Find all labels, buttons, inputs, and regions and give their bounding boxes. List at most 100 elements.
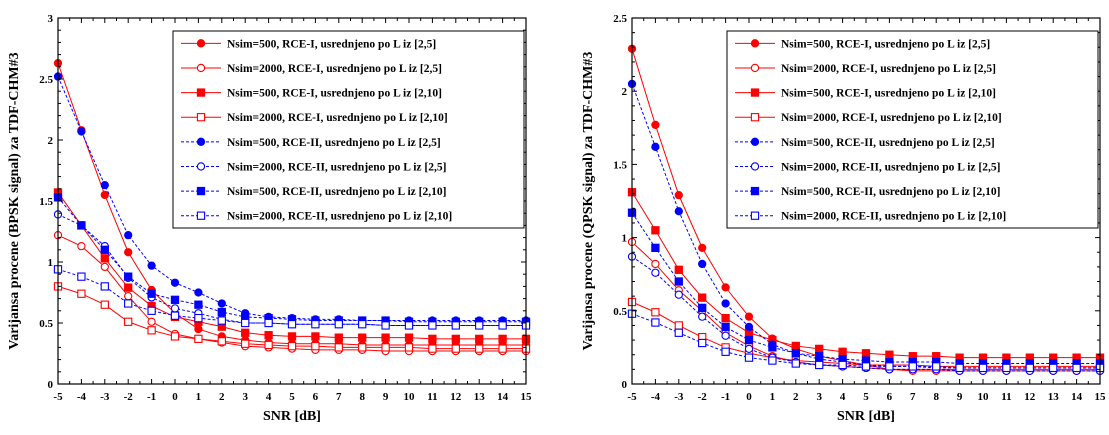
x-tick-label: 15 bbox=[1095, 391, 1107, 403]
x-tick-label: 9 bbox=[383, 391, 389, 403]
legend-label-7: Nsim=500, RCE-II, usrednjeno po L iz [2,… bbox=[227, 186, 446, 198]
data-point-s7-6 bbox=[170, 295, 180, 304]
y-tick-label: 2.5 bbox=[39, 74, 53, 86]
y-tick-label: 2 bbox=[622, 86, 628, 98]
y-tick-label: 0 bbox=[48, 379, 54, 391]
x-tick-label: -2 bbox=[124, 391, 134, 403]
x-tick-label: 12 bbox=[1024, 391, 1036, 403]
x-axis-label: SNR [dB] bbox=[837, 409, 895, 424]
data-point-s8-17 bbox=[428, 321, 437, 330]
y-tick-label: 1 bbox=[48, 257, 54, 269]
data-point-s4-12 bbox=[311, 342, 320, 351]
data-point-s7-3 bbox=[100, 245, 109, 254]
data-point-s4-10 bbox=[264, 340, 273, 350]
chart-qpsk: -5 -4 -3 -2 -1 0 1 2 3 4 5 6 7 8 9 10 11 12 13 14 1500.511.5… bbox=[581, 13, 1106, 424]
data-point-s8-8 bbox=[791, 359, 800, 368]
data-point-s8-12 bbox=[885, 362, 894, 371]
x-tick-label: -2 bbox=[698, 391, 708, 403]
legend-label-5: Nsim=500, RCE-II, usrednjeno po L iz [2,… bbox=[227, 137, 441, 149]
data-point-s7-2 bbox=[77, 221, 86, 230]
x-tick-label: 5 bbox=[289, 391, 295, 403]
data-point-s8-15 bbox=[955, 363, 964, 373]
data-point-s3-14 bbox=[358, 333, 367, 342]
data-point-s3-3 bbox=[674, 265, 683, 274]
legend-label-6: Nsim=2000, RCE-II, usrednjeno po L iz [2… bbox=[227, 161, 446, 173]
data-point-s5-4 bbox=[124, 231, 133, 240]
data-point-s4-19 bbox=[475, 344, 484, 353]
data-point-s8-8 bbox=[217, 316, 226, 325]
y-tick-label: 1.5 bbox=[39, 196, 53, 208]
data-point-s8-19 bbox=[475, 321, 484, 330]
y-tick-label: 3 bbox=[48, 13, 54, 25]
x-tick-label: 1 bbox=[770, 391, 776, 403]
series-line-5 bbox=[57, 76, 526, 322]
data-point-s4-20 bbox=[498, 344, 507, 353]
y-tick-label: 0.5 bbox=[39, 318, 53, 330]
data-point-s5-6 bbox=[744, 322, 754, 332]
data-point-s2-3 bbox=[100, 262, 109, 272]
x-tick-label: 3 bbox=[242, 391, 248, 403]
data-point-s8-20 bbox=[1072, 363, 1081, 373]
x-tick-label: 13 bbox=[474, 391, 486, 403]
y-tick-label: 2 bbox=[48, 135, 54, 147]
x-tick-label: 13 bbox=[1048, 391, 1060, 403]
legend-label-2: Nsim=2000, RCE-I, usrednjeno po L iz [2,… bbox=[781, 63, 996, 75]
data-point-s7-4 bbox=[124, 272, 133, 281]
series-line-8 bbox=[57, 268, 526, 326]
data-point-s4-5 bbox=[147, 326, 156, 335]
data-point-s3-16 bbox=[404, 333, 414, 342]
data-point-s3-18 bbox=[451, 334, 460, 344]
data-point-s4-18 bbox=[451, 344, 460, 353]
data-point-s3-17 bbox=[428, 334, 437, 344]
data-point-s4-17 bbox=[428, 344, 437, 353]
data-point-s6-3 bbox=[674, 290, 683, 299]
data-point-s3-11 bbox=[287, 332, 297, 341]
data-point-s8-17 bbox=[1002, 363, 1011, 373]
legend-marker-6 bbox=[750, 162, 760, 171]
x-tick-label: 7 bbox=[336, 391, 342, 403]
x-tick-label: 5 bbox=[863, 391, 869, 403]
legend-marker-7 bbox=[750, 186, 760, 196]
x-tick-label: -3 bbox=[100, 391, 110, 403]
x-tick-label: 7 bbox=[910, 391, 916, 403]
data-point-s5-8 bbox=[217, 299, 226, 308]
legend-marker-8 bbox=[750, 211, 760, 220]
data-point-s4-3 bbox=[100, 300, 109, 309]
data-point-s7-4 bbox=[698, 303, 707, 313]
data-point-s1-6 bbox=[744, 312, 754, 321]
x-tick-label: -5 bbox=[53, 391, 63, 403]
data-point-s8-20 bbox=[498, 321, 507, 330]
data-point-s4-7 bbox=[194, 334, 203, 344]
x-tick-label: 8 bbox=[359, 391, 365, 403]
series-line-6 bbox=[631, 256, 1100, 372]
data-point-s1-7 bbox=[194, 324, 203, 334]
x-tick-label: 0 bbox=[746, 391, 752, 403]
y-axis-label: Varijansa procene (BPSK signal) za TDF-C… bbox=[7, 52, 22, 349]
data-point-s7-3 bbox=[674, 277, 683, 286]
data-point-s6-5 bbox=[721, 331, 730, 340]
x-tick-label: 4 bbox=[840, 391, 846, 403]
data-point-s1-5 bbox=[721, 283, 730, 292]
x-tick-label: 14 bbox=[497, 391, 509, 403]
data-point-s3-4 bbox=[698, 293, 707, 302]
data-point-s7-5 bbox=[147, 289, 156, 298]
data-point-s8-16 bbox=[404, 321, 414, 330]
data-point-s3-4 bbox=[124, 283, 133, 292]
series-group bbox=[627, 44, 1105, 375]
x-tick-label: -4 bbox=[651, 391, 661, 403]
legend-box bbox=[726, 30, 1099, 229]
data-point-s4-15 bbox=[381, 343, 390, 352]
x-tick-label: 11 bbox=[1001, 391, 1011, 403]
data-point-s3-19 bbox=[475, 334, 484, 344]
data-point-s8-12 bbox=[311, 320, 320, 329]
data-point-s1-4 bbox=[698, 243, 707, 252]
data-point-s8-6 bbox=[744, 353, 754, 362]
data-point-s4-16 bbox=[404, 343, 414, 352]
data-point-s4-2 bbox=[77, 289, 86, 298]
data-point-s5-7 bbox=[194, 288, 203, 297]
x-tick-label: 3 bbox=[816, 391, 822, 403]
x-tick-label: 2 bbox=[793, 391, 799, 403]
data-point-s6-6 bbox=[744, 344, 754, 354]
data-point-s7-9 bbox=[815, 352, 824, 361]
